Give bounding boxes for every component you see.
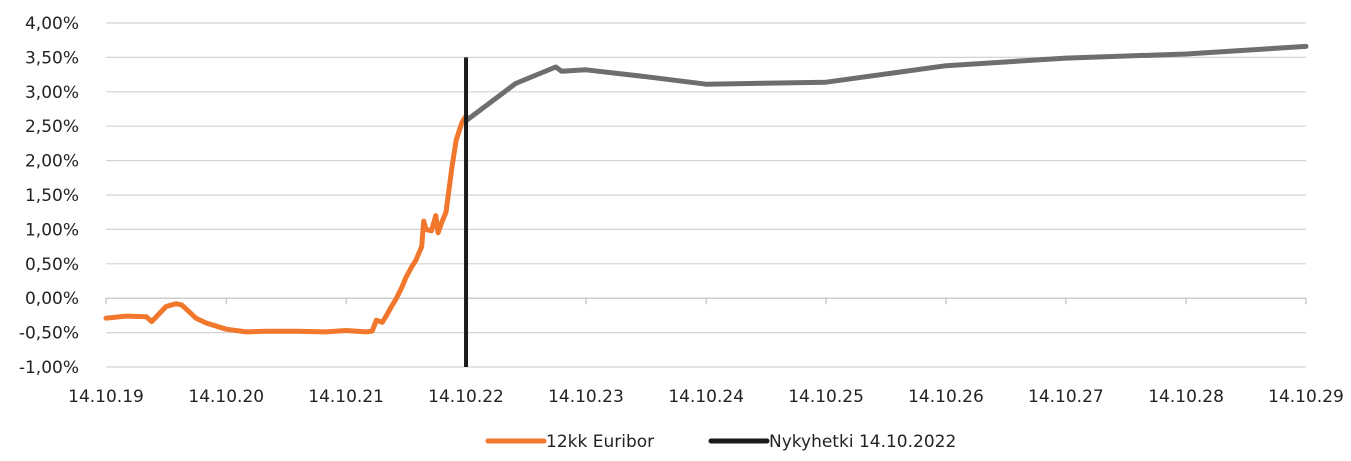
x-axis: 14.10.19 14.10.20 14.10.21 14.10.22 14.10.23… — [68, 297, 1344, 407]
legend-label: Nykyhetki 14.10.2022 — [769, 432, 956, 452]
y-tick-label: 3,50% — [25, 48, 79, 68]
series-line-0 — [103, 113, 469, 335]
y-tick-label: 1,50% — [25, 186, 79, 206]
legend: 12kk Euribor Nykyhetki 14.10.2022 — [485, 432, 956, 452]
y-tick-label: 0,50% — [25, 255, 79, 275]
x-tick-label: 14.10.27 — [1028, 387, 1104, 407]
y-tick-label: -1,00% — [19, 358, 79, 378]
x-tick-label: 14.10.29 — [1268, 387, 1344, 407]
x-tick-label: 14.10.28 — [1148, 387, 1224, 407]
x-tick-label: 14.10.24 — [668, 387, 744, 407]
x-tick-label: 14.10.21 — [308, 387, 384, 407]
y-tick-label: 1,00% — [25, 220, 79, 240]
y-tick-label: 3,00% — [25, 83, 79, 103]
x-tick-label: 14.10.19 — [68, 387, 144, 407]
y-tick-label: 2,00% — [25, 152, 79, 172]
x-tick-label: 14.10.20 — [188, 387, 264, 407]
y-tick-label: 4,00% — [25, 14, 79, 34]
x-tick-label: 14.10.26 — [908, 387, 984, 407]
x-tick-label: 14.10.22 — [428, 387, 504, 407]
y-axis: -1,00% -0,50% 0,00% 0,50% 1,00% 1,50% 2,00% 2,5… — [19, 14, 79, 378]
y-tick-label: -0,50% — [19, 324, 79, 344]
x-tick-label: 14.10.23 — [548, 387, 624, 407]
series-lines — [103, 43, 1309, 335]
legend-label: 12kk Euribor — [546, 432, 654, 452]
x-tick-label: 14.10.25 — [788, 387, 864, 407]
y-tick-label: 2,50% — [25, 117, 79, 137]
y-tick-label: 0,00% — [25, 289, 79, 309]
gridlines — [106, 22, 1306, 368]
series-line-1 — [463, 43, 1309, 124]
